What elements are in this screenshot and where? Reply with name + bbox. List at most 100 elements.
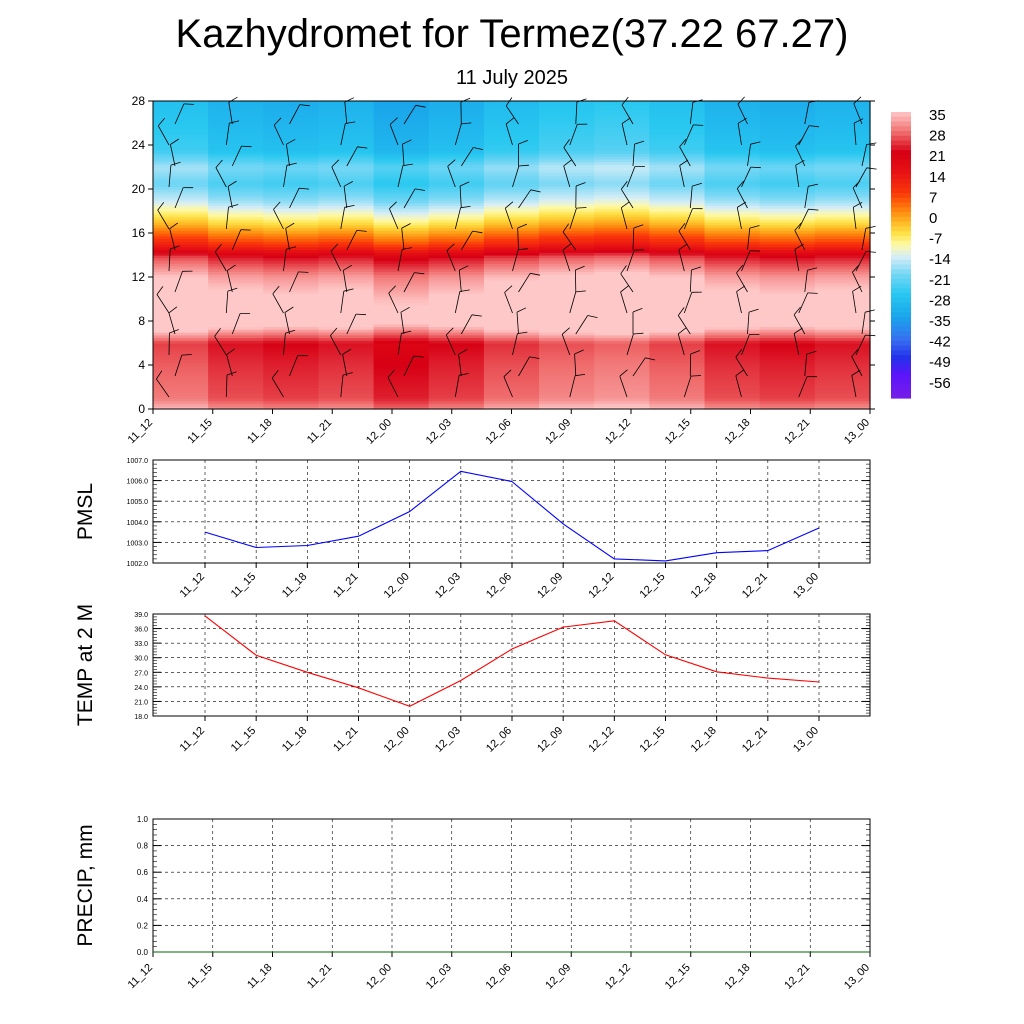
heatmap-cell <box>208 246 264 251</box>
wind-barb-shaft <box>621 123 628 146</box>
heatmap-cell <box>153 211 209 215</box>
heatmap-cell <box>428 191 485 196</box>
colorbar-segment <box>891 154 911 161</box>
wind-barb-shaft <box>736 188 748 209</box>
heatmap-cell <box>814 167 871 171</box>
colorbar-segment <box>891 240 911 247</box>
heatmap-cell <box>318 109 375 113</box>
heatmap-cell <box>539 387 595 391</box>
wind-barb-feather <box>575 265 585 271</box>
wind-barb-shaft <box>168 248 171 272</box>
heatmap-cell <box>153 343 209 347</box>
heatmap-cell <box>704 263 761 267</box>
heatmap-cell <box>153 167 209 171</box>
heatmap-cell <box>318 112 375 116</box>
wind-barb-shaft <box>174 271 183 293</box>
heatmap-cell <box>428 172 485 176</box>
heatmap-cell <box>539 307 595 311</box>
heatmap-cell <box>539 274 595 278</box>
heatmap-cell <box>428 343 485 347</box>
heatmap-cell <box>428 395 485 399</box>
heatmap-cell <box>539 246 595 251</box>
heatmap-cell <box>539 392 595 396</box>
heatmap-cell <box>263 183 320 187</box>
wind-barb-feather <box>633 332 644 335</box>
colorbar-label: -14 <box>929 251 951 268</box>
heatmap-cell <box>483 255 540 259</box>
heatmap-cell <box>208 222 264 226</box>
heatmap-cell <box>318 246 375 251</box>
heatmap-cell <box>594 128 650 132</box>
heatmap-cell <box>759 263 816 267</box>
heatmap-cell <box>428 112 485 116</box>
heatmap-cell <box>153 378 209 383</box>
heatmap-cell <box>428 249 485 253</box>
heatmap-cell <box>814 274 871 278</box>
heatmap-cell <box>814 277 871 281</box>
wind-barb-shaft <box>683 292 693 314</box>
heatmap-cell <box>759 356 816 361</box>
wind-barb-feather <box>575 374 586 377</box>
heatmap-cell <box>208 211 264 215</box>
wind-barb-shaft <box>563 147 577 167</box>
heatmap-cell <box>814 323 871 328</box>
heatmap-cell <box>483 134 540 138</box>
heatmap-cell <box>153 307 209 311</box>
heatmap-cell <box>649 114 706 119</box>
heatmap-cell <box>814 194 871 198</box>
heatmap-cell <box>649 123 706 127</box>
wind-barb-feather <box>459 181 470 187</box>
heatmap-cell <box>759 252 816 256</box>
x-tick-label: 12_12 <box>586 571 616 601</box>
heatmap-cell <box>759 114 816 119</box>
x-tick-label: 13_00 <box>842 962 872 992</box>
wind-barb-shaft <box>346 230 358 251</box>
wind-barb-shaft <box>620 207 628 230</box>
heatmap-cell <box>263 246 320 251</box>
heatmap-cell <box>594 153 650 157</box>
heatmap-cell <box>318 161 375 165</box>
wind-barb-shaft <box>678 230 691 251</box>
colorbar-segment <box>891 340 911 347</box>
wind-barb-shaft <box>804 270 808 293</box>
wind-barb-shaft <box>747 144 751 167</box>
heatmap-cell <box>704 395 761 399</box>
heatmap-cell <box>428 271 485 275</box>
heatmap-cell <box>594 299 650 303</box>
colorbar-segment <box>891 393 911 399</box>
heatmap-cell <box>153 114 209 119</box>
heatmap-cell <box>373 114 430 119</box>
heatmap-cell <box>263 164 320 168</box>
heatmap-cell <box>483 389 540 394</box>
wind-barb-shaft <box>855 334 866 356</box>
heatmap-cell <box>759 288 816 292</box>
heatmap-cell <box>208 180 264 185</box>
wind-barb-feather <box>692 182 702 187</box>
heatmap-cell <box>539 145 595 149</box>
heatmap-cell <box>208 293 264 297</box>
heatmap-cell <box>153 296 209 300</box>
heatmap-cell <box>263 285 320 289</box>
wind-barb-shaft <box>226 354 233 377</box>
heatmap-cell <box>814 161 871 165</box>
heatmap-cell <box>814 334 871 339</box>
heatmap-cell <box>208 318 264 322</box>
heatmap-cell <box>539 249 595 253</box>
heatmap-cell <box>318 241 375 245</box>
wind-barb-shaft <box>157 209 170 230</box>
heatmap-cell <box>483 378 540 383</box>
wind-barb-feather <box>285 329 296 334</box>
heatmap-cell <box>208 219 264 223</box>
heatmap-cell <box>428 216 485 220</box>
heatmap-cell <box>759 183 816 187</box>
wind-barb-shaft <box>853 103 863 125</box>
heatmap-cell <box>759 161 816 165</box>
heatmap-cell <box>318 277 375 281</box>
heatmap-cell <box>759 150 816 154</box>
heatmap-cell <box>814 125 871 130</box>
wind-barb-feather <box>750 166 761 169</box>
wind-barb-shaft <box>289 188 300 209</box>
heatmap-cell <box>428 268 485 273</box>
heatmap-cell <box>263 359 320 363</box>
heatmap-cell <box>814 175 871 179</box>
